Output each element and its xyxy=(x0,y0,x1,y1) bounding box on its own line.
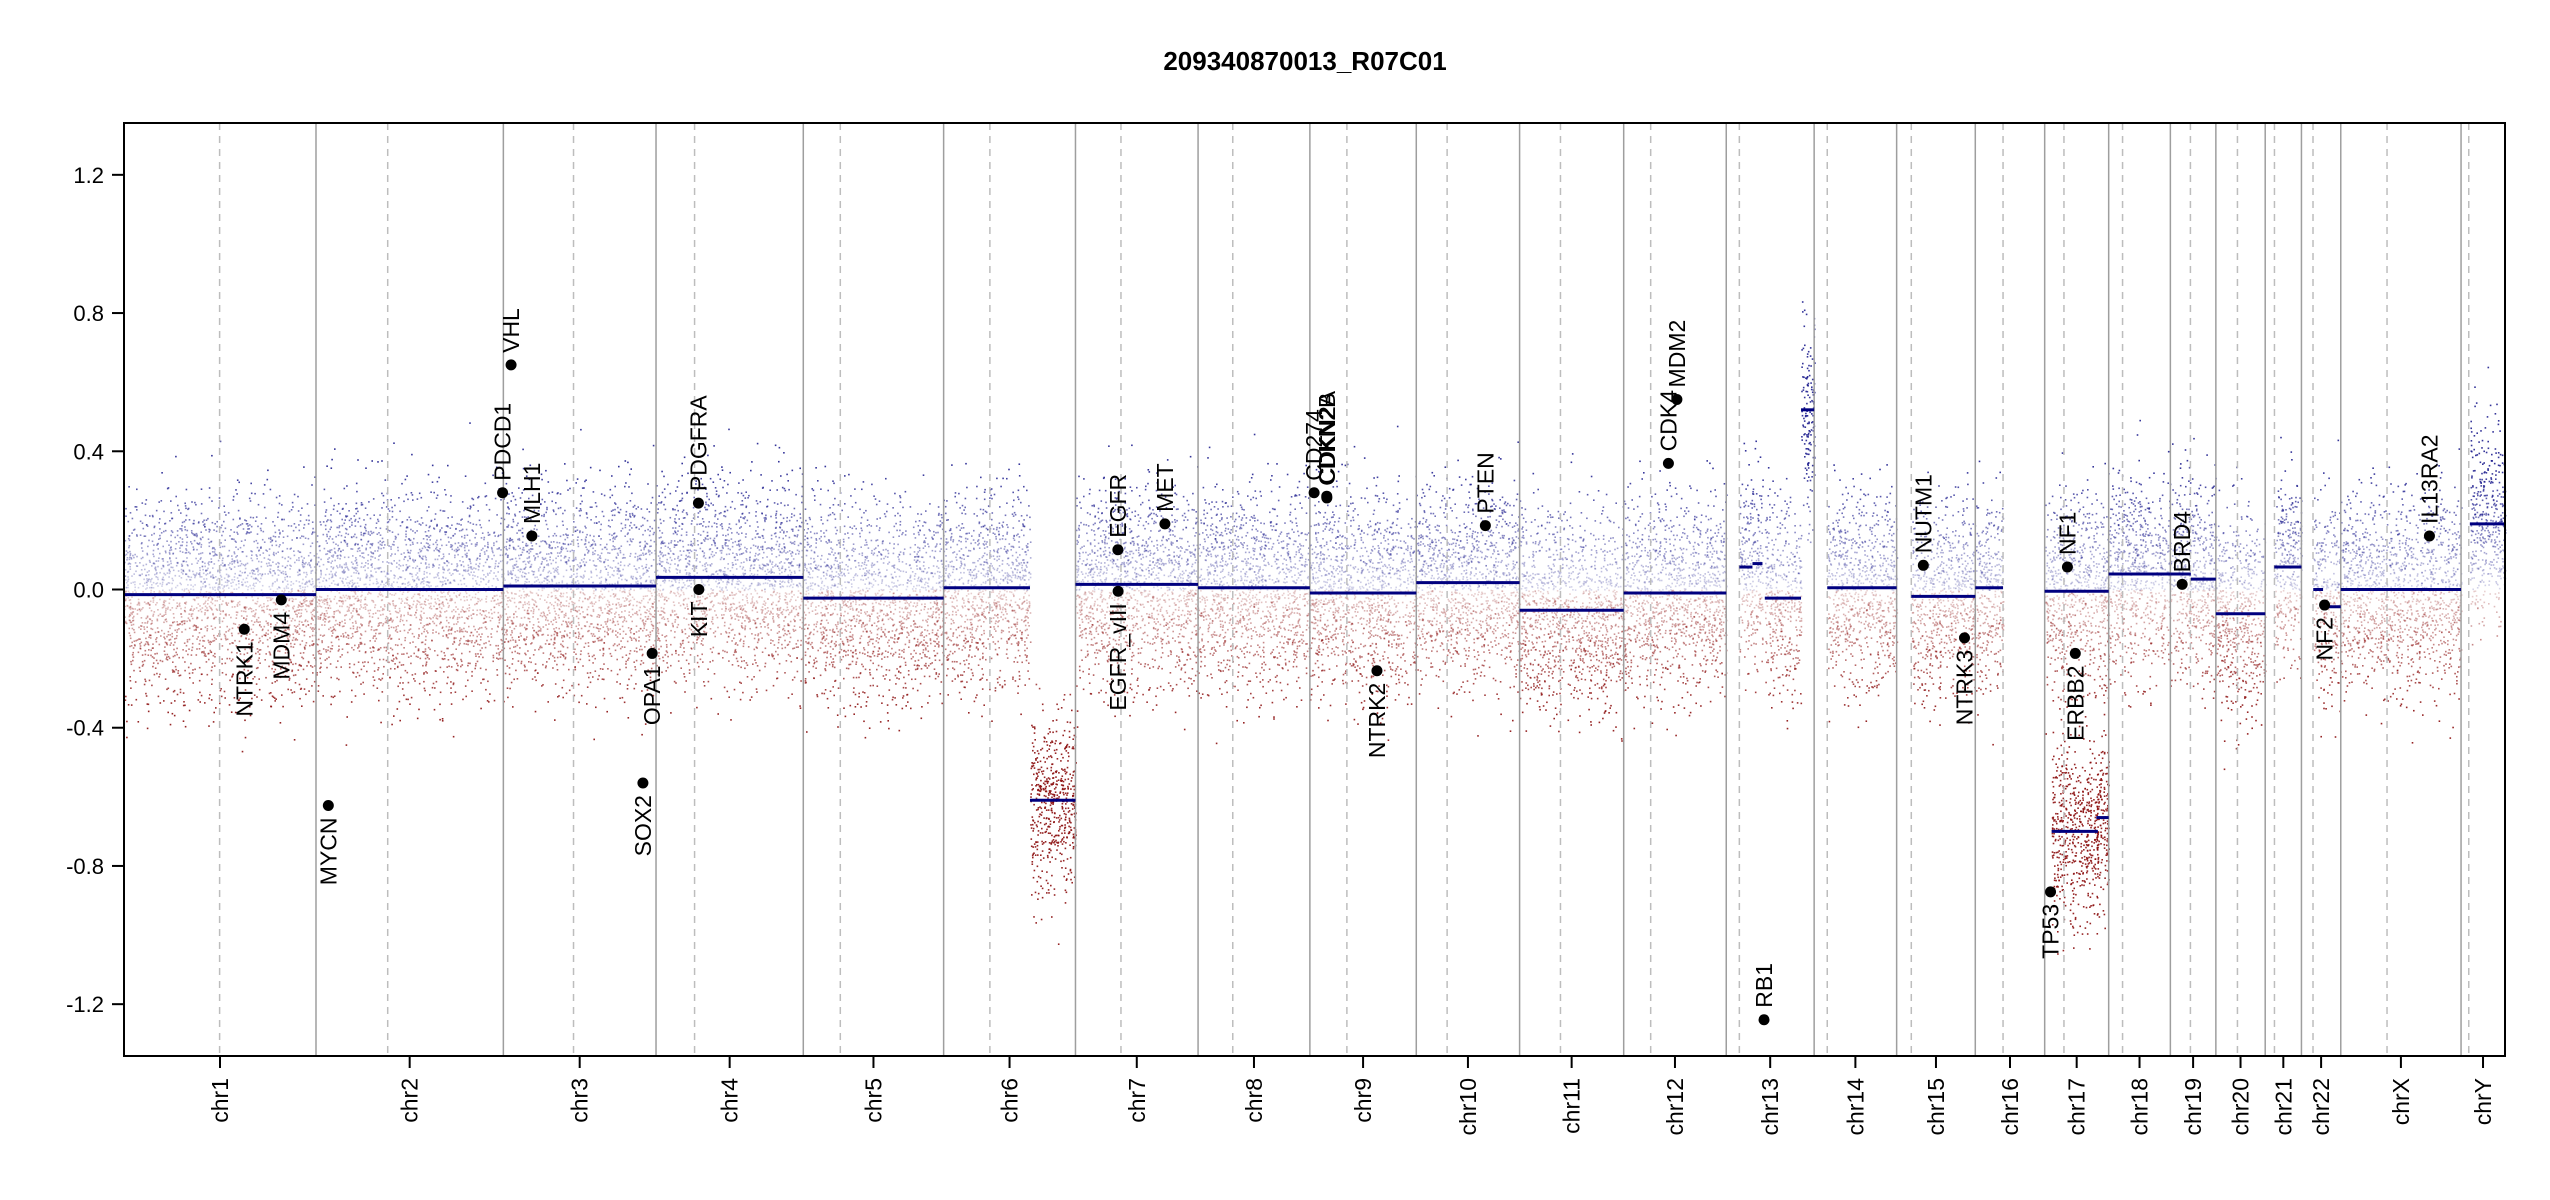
gene-marker xyxy=(2176,578,2188,590)
gene-marker xyxy=(2045,886,2057,898)
gene-marker xyxy=(1321,492,1333,504)
gene-marker xyxy=(1662,457,1674,469)
gene-marker xyxy=(1112,585,1124,597)
gene-label: NF1 xyxy=(2054,512,2080,555)
gene-label: BRD4 xyxy=(2169,511,2195,573)
gene-marker xyxy=(2423,530,2435,542)
gene-label: NTRK2 xyxy=(1364,683,1390,758)
gene-marker xyxy=(1758,1014,1770,1026)
gene-label: EGFR_vIII xyxy=(1105,603,1131,710)
gene-marker xyxy=(497,487,509,499)
gene-label: ERBB2 xyxy=(2062,665,2088,740)
chromosome-label: chr11 xyxy=(1559,1078,1585,1134)
gene-marker xyxy=(1112,544,1124,556)
chromosome-label: chr15 xyxy=(1923,1078,1949,1136)
gene-marker xyxy=(2069,647,2081,659)
y-tick-label: 0.8 xyxy=(73,301,104,326)
gene-label: TP53 xyxy=(2038,904,2064,959)
gene-label: CDKN2B xyxy=(1314,393,1340,486)
gene-marker xyxy=(505,359,517,371)
chromosome-label: chr3 xyxy=(567,1078,593,1123)
chromosome-label: chrY xyxy=(2470,1078,2496,1125)
gene-label: SOX2 xyxy=(630,795,656,856)
chromosome-label: chr18 xyxy=(2127,1078,2153,1136)
gene-layer: NTRK1 MDM4 MYCN PDCD1 VHL MLH1 SOX2 OPA1 PDGFRA K… xyxy=(231,308,2442,1026)
gene-label: RB1 xyxy=(1751,963,1777,1008)
y-tick-label: -1.2 xyxy=(66,992,104,1017)
gene-label: MET xyxy=(1152,463,1178,512)
gene-marker xyxy=(1308,487,1320,499)
x-axis: chr1 chr2 chr3 chr4 chr5 chr6 chr7 chr8 chr9 chr1… xyxy=(207,1056,2496,1136)
gene-label: MDM2 xyxy=(1664,320,1690,388)
chromosome-label: chr8 xyxy=(1241,1078,1267,1123)
chromosome-label: chr14 xyxy=(1842,1078,1868,1136)
y-tick-label: -0.8 xyxy=(66,854,104,879)
gene-label: NTRK1 xyxy=(231,641,257,716)
chromosome-label: chr17 xyxy=(2064,1078,2090,1136)
chromosome-label: chr7 xyxy=(1124,1078,1150,1123)
gene-marker xyxy=(692,497,704,509)
gene-marker xyxy=(526,530,538,542)
gene-marker xyxy=(646,647,658,659)
chromosome-label: chr5 xyxy=(860,1078,886,1123)
chromosome-label: chr20 xyxy=(2228,1078,2254,1136)
y-tick-label: 0.0 xyxy=(73,578,104,603)
chart-title: 209340870013_R07C01 xyxy=(1163,46,1446,76)
gene-label: NUTM1 xyxy=(1910,474,1936,553)
gene-label: KIT xyxy=(686,602,712,638)
gene-marker xyxy=(1671,393,1683,405)
chromosome-label: chr9 xyxy=(1350,1078,1376,1123)
y-tick-label: -0.4 xyxy=(66,716,104,741)
gene-label: PDGFRA xyxy=(685,395,711,492)
gene-marker xyxy=(1917,559,1929,571)
gene-label: NF2 xyxy=(2312,617,2338,660)
chromosome-label: chr21 xyxy=(2270,1078,2296,1136)
chromosome-lines xyxy=(218,123,2470,1056)
gene-label: PTEN xyxy=(1472,452,1498,513)
gene-marker xyxy=(1159,518,1171,530)
chromosome-label: chr1 xyxy=(207,1078,233,1123)
y-axis: 1.2 0.8 0.4 0.0 -0.4 -0.8 -1.2 xyxy=(66,163,124,1017)
gene-marker xyxy=(637,777,649,789)
gene-marker xyxy=(2319,599,2331,611)
gene-label: MYCN xyxy=(315,817,341,885)
gene-label: NTRK3 xyxy=(1951,650,1977,725)
gene-marker xyxy=(2061,561,2073,573)
chromosome-label: chr19 xyxy=(2180,1078,2206,1136)
y-tick-label: 0.4 xyxy=(73,439,104,464)
chromosome-label: chrX xyxy=(2388,1078,2414,1125)
gene-marker xyxy=(238,623,250,635)
chromosome-label: chr22 xyxy=(2308,1078,2334,1136)
gene-marker xyxy=(1371,665,1383,677)
y-tick-label: 1.2 xyxy=(73,163,104,188)
chromosome-label: chr12 xyxy=(1662,1078,1688,1136)
gene-marker xyxy=(322,799,334,811)
chromosome-label: chr16 xyxy=(1997,1078,2023,1136)
chromosome-label: chr2 xyxy=(397,1078,423,1123)
gene-label: VHL xyxy=(498,308,524,353)
gene-label: CDKN2A xyxy=(1314,390,1340,484)
chromosome-label: chr6 xyxy=(997,1078,1023,1123)
segment-layer xyxy=(124,408,2505,833)
gene-label: PDCD1 xyxy=(490,403,516,481)
gene-label: IL13RA2 xyxy=(2416,434,2442,524)
chromosome-label: chr10 xyxy=(1455,1078,1481,1136)
gene-marker xyxy=(275,594,287,606)
gene-label: MDM4 xyxy=(268,612,294,680)
gene-label: CD274 xyxy=(1301,409,1327,481)
chromosome-label: chr4 xyxy=(717,1078,743,1123)
chromosome-label: chr13 xyxy=(1757,1078,1783,1136)
gene-marker xyxy=(693,584,705,595)
gene-marker xyxy=(1479,520,1491,532)
gene-label: MLH1 xyxy=(519,463,545,524)
gene-label: OPA1 xyxy=(639,665,665,725)
gene-label: EGFR xyxy=(1105,474,1131,538)
gene-marker xyxy=(1958,632,1970,644)
